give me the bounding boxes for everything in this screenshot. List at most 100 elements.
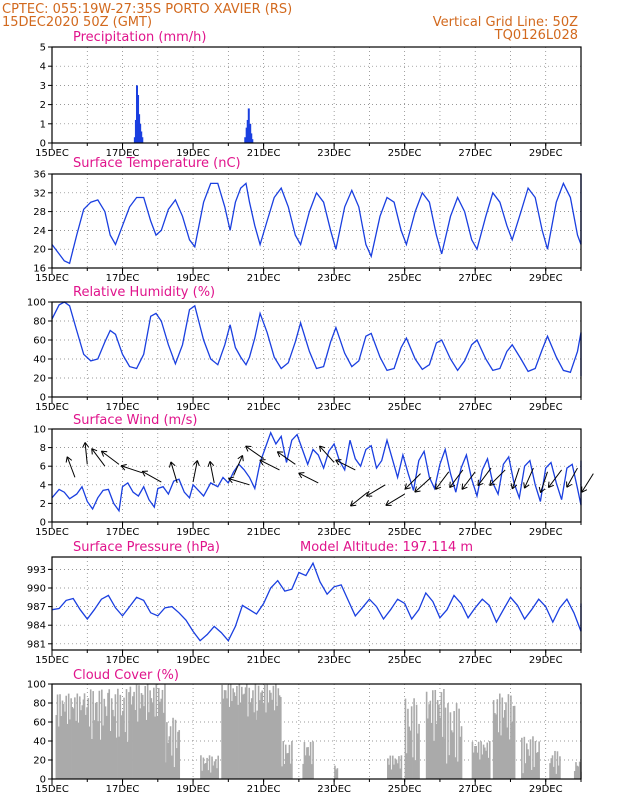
y-tick-label: 5 xyxy=(40,43,46,54)
wind-arrow-head xyxy=(245,445,252,452)
cloud-bar xyxy=(151,702,154,779)
cloud-bar xyxy=(107,692,109,779)
wind-arrow-head xyxy=(82,442,89,448)
cloud-bar xyxy=(164,762,167,779)
x-tick-label: 21DEC xyxy=(247,273,281,284)
cloud-bar xyxy=(439,717,442,779)
cloud-bar xyxy=(221,684,223,779)
cloud-bar xyxy=(407,708,409,779)
cloud-bar xyxy=(175,748,178,779)
cloud-bar xyxy=(388,764,390,779)
cloud-bar xyxy=(72,708,75,779)
x-tick-label: 29DEC xyxy=(529,655,563,666)
cloud-bar xyxy=(506,727,509,779)
cloud-bar xyxy=(103,698,106,779)
cloud-bar xyxy=(503,710,506,779)
cloud-bar xyxy=(161,689,164,779)
cloud-bar xyxy=(117,688,119,779)
x-tick-label: 19DEC xyxy=(176,273,210,284)
x-tick-label: 23DEC xyxy=(317,655,351,666)
cloud-bar xyxy=(167,742,169,779)
cloud-bar xyxy=(145,719,148,779)
y-tick-label: 20 xyxy=(33,756,46,767)
cloud-bar xyxy=(250,698,253,779)
cloud-bar xyxy=(307,747,309,779)
cloud-bar xyxy=(387,758,389,779)
wind-arrow xyxy=(233,455,244,476)
cloud-bar xyxy=(129,686,132,779)
wind-arrow xyxy=(120,465,143,474)
y-tick-label: 990 xyxy=(27,584,46,595)
cloud-bar xyxy=(80,710,82,779)
temp-title: Surface Temperature (nC) xyxy=(73,156,241,171)
cloud-bar xyxy=(123,697,125,779)
cloud-bar xyxy=(108,689,111,779)
cloud-bar xyxy=(150,698,153,779)
cloud-bar xyxy=(115,737,118,779)
wind-arrow xyxy=(91,448,106,467)
cloud-bar xyxy=(149,690,151,779)
cloud-bar xyxy=(77,722,80,779)
wind-arrow-head xyxy=(581,486,588,493)
x-tick-label: 17DEC xyxy=(106,402,140,413)
y-tick-label: 36 xyxy=(33,170,46,181)
cloud-bar xyxy=(410,706,413,779)
y-tick-label: 981 xyxy=(27,639,46,650)
panel-frame xyxy=(51,428,582,523)
y-tick-label: 0 xyxy=(40,775,46,786)
cloud-bar xyxy=(93,720,96,779)
cloud-bar xyxy=(69,719,71,779)
cloud-bar xyxy=(166,722,168,779)
cloud-bar xyxy=(233,692,236,779)
x-tick-label: 25DEC xyxy=(388,148,422,159)
y-tick-label: 3 xyxy=(40,81,46,92)
cloud-bar xyxy=(578,761,581,779)
cloud-bar xyxy=(124,732,127,779)
cloud-bar xyxy=(396,763,399,779)
series-line xyxy=(51,561,582,642)
cloud-bar xyxy=(169,726,172,779)
cloud-bar xyxy=(164,684,166,779)
wind-arrow xyxy=(489,469,506,486)
cloud-bar xyxy=(443,688,445,779)
cloud-bar xyxy=(201,770,203,779)
cloud-bar xyxy=(481,754,484,779)
precip-bar xyxy=(246,119,249,143)
wind-arrow-head xyxy=(566,481,573,488)
x-tick-label: 29DEC xyxy=(529,784,563,795)
wind-arrow-head xyxy=(489,479,496,486)
x-tick-label: 17DEC xyxy=(106,655,140,666)
cloud-bar xyxy=(277,688,280,779)
x-tick-label: 27DEC xyxy=(458,273,492,284)
cloud-bar xyxy=(212,765,215,779)
wind-arrow xyxy=(277,451,296,465)
cloud-bar xyxy=(289,763,292,779)
precip-bar xyxy=(141,137,144,143)
y-tick-label: 28 xyxy=(33,207,46,218)
x-tick-label: 27DEC xyxy=(458,402,492,413)
cloud-bar xyxy=(206,757,208,779)
y-tick-label: 4 xyxy=(40,480,46,491)
y-tick-label: 2 xyxy=(40,100,46,111)
humidity-title: Relative Humidity (%) xyxy=(73,285,215,300)
y-tick-label: 24 xyxy=(33,226,46,237)
cloud-bar xyxy=(271,699,273,779)
x-tick-label: 29DEC xyxy=(529,402,563,413)
cloud-bar xyxy=(268,690,271,779)
cloud-bar xyxy=(441,736,444,779)
cloud-bar xyxy=(556,751,559,779)
cloud-bar xyxy=(302,763,304,779)
cloud-bar xyxy=(552,766,555,779)
x-tick-label: 19DEC xyxy=(176,655,210,666)
cloud-bar xyxy=(70,698,72,779)
wind-arrow-head xyxy=(523,482,530,489)
x-tick-label: 17DEC xyxy=(106,784,140,795)
cloud-bar xyxy=(266,684,269,779)
wind-arrow xyxy=(170,461,178,484)
cloud-bar xyxy=(527,749,529,779)
header-datetime: 15DEC2020 50Z (GMT) xyxy=(2,15,152,30)
cloud-bar xyxy=(262,702,265,779)
cloud-bar xyxy=(59,694,61,779)
cloud-bar xyxy=(226,698,228,779)
cloud-bar xyxy=(488,741,491,779)
